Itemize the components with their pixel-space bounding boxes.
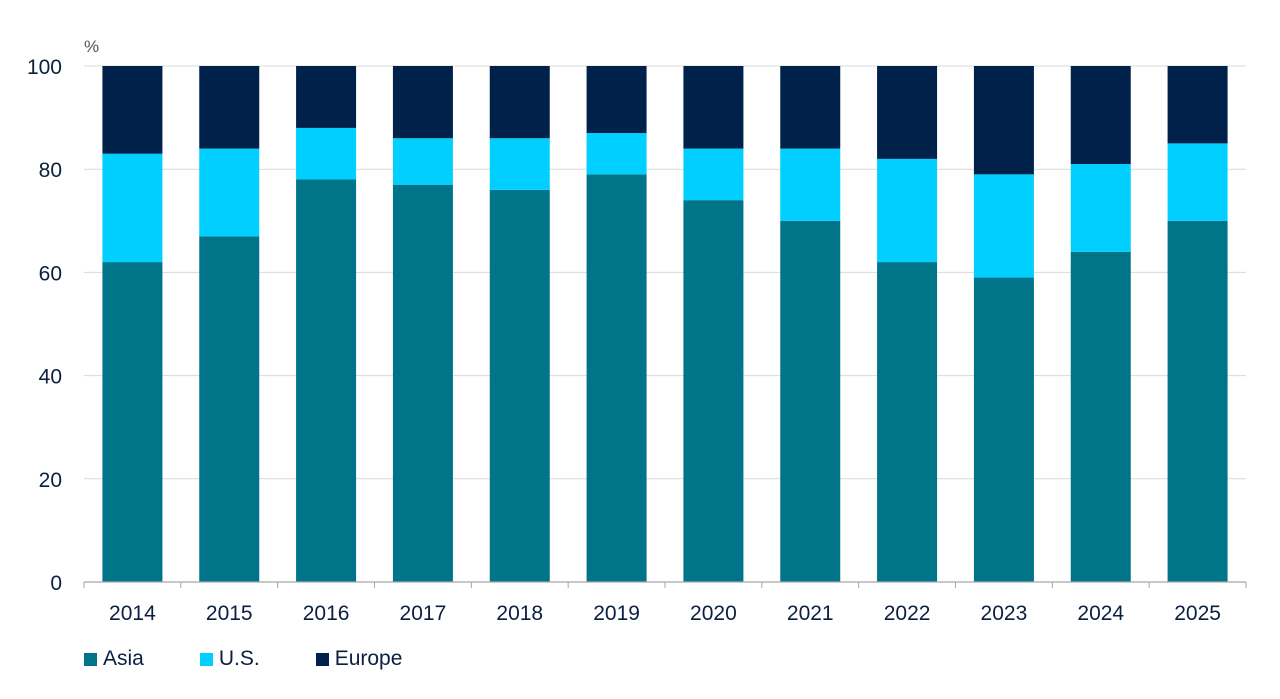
bar-us-2015 [199,148,260,237]
bar-asia-2020 [683,200,744,582]
bar-asia-2019 [586,174,647,583]
legend-swatch-us [199,652,213,666]
y-tick-label: 0 [50,572,62,595]
x-tick-label: 2014 [109,602,156,625]
bar-europe-2020 [683,66,744,149]
bar-europe-2022 [877,66,938,159]
bar-us-2025 [1167,143,1228,221]
bar-us-2018 [489,138,550,190]
gridlines [84,65,1246,480]
bar-europe-2023 [973,66,1034,175]
bar-asia-2016 [296,179,357,582]
bar-asia-2014 [102,262,163,582]
x-tick-label: 2017 [400,602,447,625]
x-tick-label: 2024 [1077,602,1124,625]
legend-label-asia: Asia [103,647,144,670]
y-tick-label: 40 [39,366,62,389]
x-tick-label: 2018 [496,602,543,625]
x-tick-label: 2019 [593,602,640,625]
bar-asia-2021 [780,220,841,583]
x-tick-label: 2025 [1174,602,1221,625]
bar-us-2017 [392,138,453,185]
bar-asia-2024 [1070,251,1131,582]
bar-europe-2025 [1167,66,1228,144]
bar-us-2023 [973,174,1034,278]
legend-item-us: U.S. [199,647,260,671]
bar-europe-2019 [586,66,647,134]
bar-us-2019 [586,133,647,175]
bar-asia-2025 [1167,220,1228,583]
x-tick-label: 2020 [690,602,737,625]
bar-us-2024 [1070,164,1131,252]
bar-europe-2018 [489,66,550,139]
bar-europe-2021 [780,66,841,149]
y-tick-label: 60 [39,262,62,285]
bar-europe-2015 [199,66,260,149]
y-unit-label: % [84,37,99,56]
y-tick-label: 100 [27,56,62,79]
bar-europe-2016 [296,66,357,128]
legend: Asia U.S. Europe [84,647,458,671]
bar-europe-2014 [102,66,163,154]
legend-label-us: U.S. [218,647,260,670]
bar-us-2016 [296,127,357,180]
legend-item-asia: Asia [84,647,144,671]
bar-us-2021 [780,148,841,221]
x-tick-label: 2023 [981,602,1028,625]
legend-item-europe: Europe [315,647,403,671]
bars [102,66,1228,583]
legend-swatch-asia [84,652,97,666]
bar-us-2022 [877,158,938,263]
bar-asia-2017 [392,184,453,582]
bar-asia-2018 [489,189,550,582]
axes: 0 20 40 60 80 100 2014 2015 2016 2017 2018 2019 2020… [27,56,1247,625]
y-tick-label: 20 [39,469,62,492]
x-tick-label: 2021 [787,602,834,625]
bar-europe-2024 [1070,66,1131,165]
x-tick-label: 2016 [303,602,350,625]
bar-us-2014 [102,153,163,263]
bar-us-2020 [683,148,744,201]
legend-label-europe: Europe [334,647,403,670]
x-tick-label: 2015 [206,602,253,625]
bar-asia-2023 [973,277,1034,582]
bar-asia-2022 [877,262,938,582]
x-tick-label: 2022 [884,602,931,625]
y-tick-label: 80 [39,159,62,182]
bar-asia-2015 [199,236,260,582]
bar-europe-2017 [392,66,453,139]
legend-swatch-europe [315,652,329,666]
